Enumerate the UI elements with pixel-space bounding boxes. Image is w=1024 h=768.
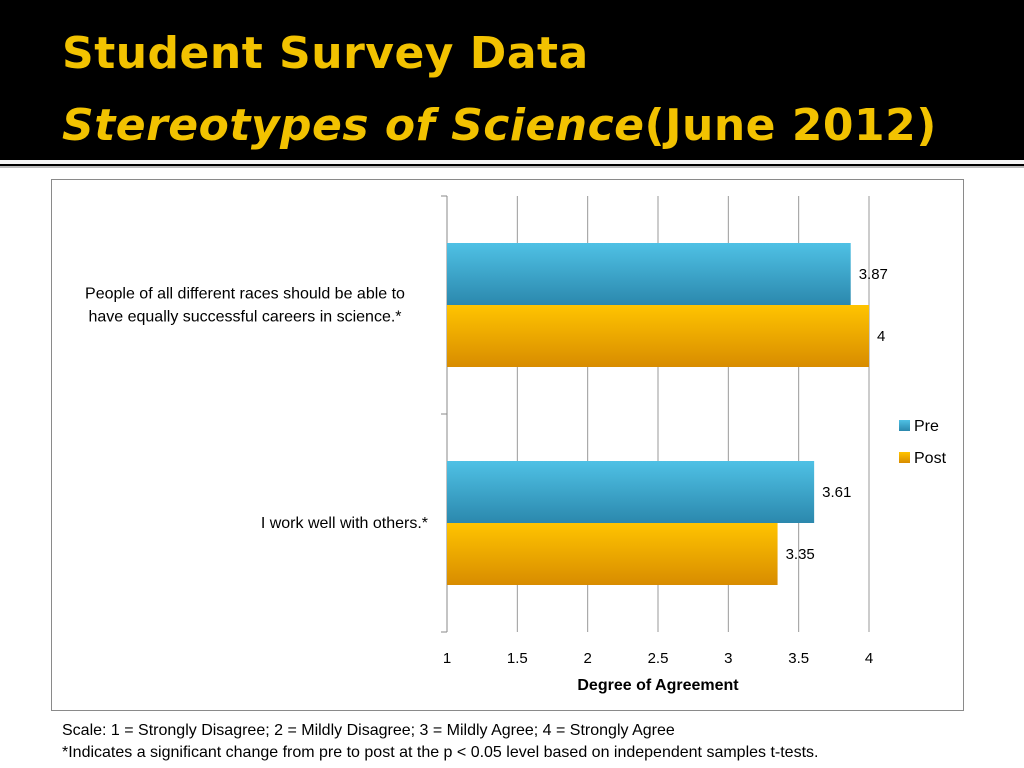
x-axis-title: Degree of Agreement xyxy=(577,677,739,694)
x-tick-label-6: 4 xyxy=(865,650,873,667)
title-divider-thin xyxy=(0,166,1024,168)
data-label-post-1: 3.35 xyxy=(786,546,815,563)
bar-pre-0 xyxy=(447,243,851,305)
slide-subtitle: Stereotypes of Science(June 2012) xyxy=(62,100,937,152)
bar-post-0 xyxy=(447,305,869,367)
x-tick-label-0: 1 xyxy=(443,650,451,667)
bar-pre-1 xyxy=(447,461,815,523)
title-bar: Student Survey Data Stereotypes of Scien… xyxy=(0,0,1024,160)
chart-frame: 1 1.5 2 2.5 3 3.5 4 Degree of Agreement 3.87 4 Peo… xyxy=(51,179,964,711)
slide-title: Student Survey Data xyxy=(62,28,589,79)
x-tick-label-5: 3.5 xyxy=(788,650,809,667)
legend-swatch-pre xyxy=(899,420,910,431)
scale-note: Scale: 1 = Strongly Disagree; 2 = Mildly… xyxy=(62,722,675,739)
x-tick-label-4: 3 xyxy=(724,650,732,667)
data-label-pre-1: 3.61 xyxy=(822,484,851,501)
bar-post-1 xyxy=(447,523,778,585)
subtitle-date: (June 2012) xyxy=(644,100,937,151)
footnotes: Scale: 1 = Strongly Disagree; 2 = Mildly… xyxy=(62,720,818,764)
x-tick-label-3: 2.5 xyxy=(648,650,669,667)
data-label-post-0: 4 xyxy=(877,328,885,345)
category-label-0-line-0: People of all different races should be … xyxy=(85,286,405,303)
data-label-pre-0: 3.87 xyxy=(859,266,888,283)
x-tick-label-1: 1.5 xyxy=(507,650,528,667)
legend-label-pre: Pre xyxy=(914,418,939,435)
legend-label-post: Post xyxy=(914,450,947,467)
x-tick-label-2: 2 xyxy=(583,650,591,667)
subtitle-italic: Stereotypes of Science xyxy=(62,100,645,151)
category-label-0-line-1: have equally successful careers in scien… xyxy=(88,309,401,326)
legend-swatch-post xyxy=(899,452,910,463)
significance-note: *Indicates a significant change from pre… xyxy=(62,744,819,761)
bar-chart: 1 1.5 2 2.5 3 3.5 4 Degree of Agreement 3.87 4 Peo… xyxy=(85,195,947,694)
category-label-1-line-0: I work well with others.* xyxy=(261,515,428,532)
title-divider xyxy=(0,160,1024,164)
